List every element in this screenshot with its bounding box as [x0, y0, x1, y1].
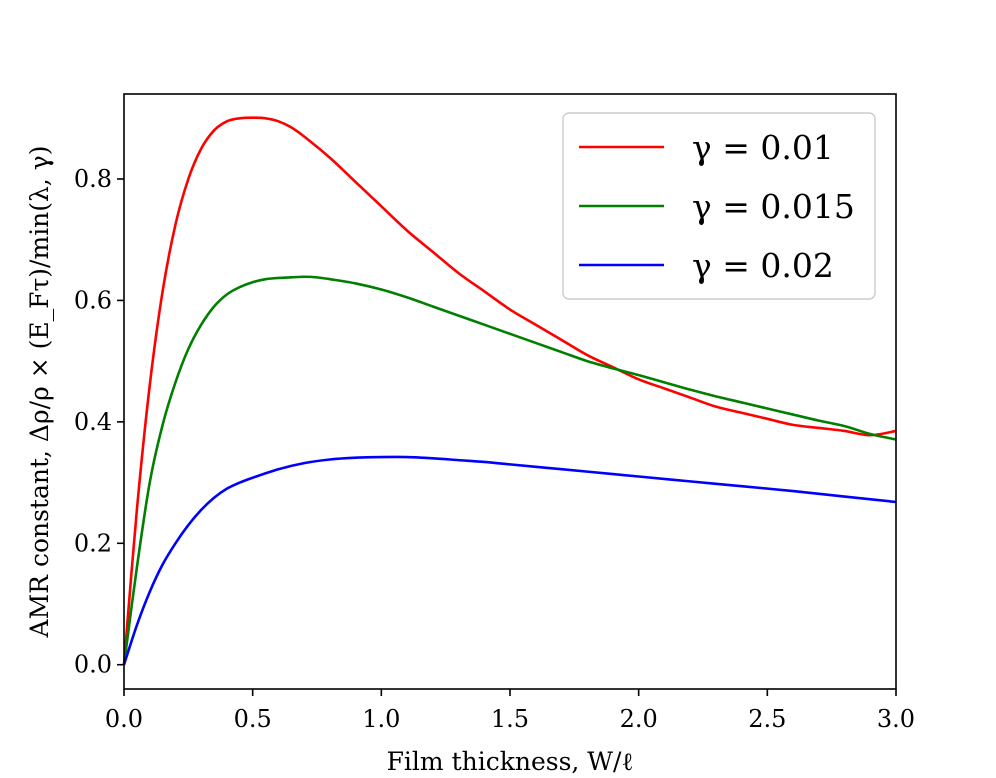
x-tick-label: 0.5 [234, 705, 272, 733]
legend-label: γ = 0.015 [692, 187, 855, 226]
legend: γ = 0.01 γ = 0.015 γ = 0.02 [562, 112, 876, 300]
y-tick-label: 0.2 [74, 529, 112, 557]
y-tick-label: 0.0 [74, 651, 112, 679]
y-axis-title: AMR constant, Δρ/ρ × (E_Fτ)/min(λ, γ) [25, 146, 54, 639]
series-line-1 [122, 275, 897, 665]
y-tick-label: 0.4 [74, 408, 112, 436]
y-tick-label: 0.8 [74, 165, 112, 193]
x-tick-label: 2.5 [748, 705, 786, 733]
x-tick-label: 0.0 [105, 705, 143, 733]
y-tick-label: 0.6 [74, 286, 112, 314]
x-axis: 0.0 0.5 1.0 1.5 2.0 2.5 3.0 [105, 689, 915, 733]
x-tick-label: 1.0 [362, 705, 400, 733]
series-line-2 [122, 455, 897, 666]
legend-box [562, 112, 876, 300]
series-layer [122, 116, 897, 666]
legend-label: γ = 0.01 [692, 128, 834, 167]
x-axis-title: Film thickness, W/ℓ [387, 747, 634, 776]
y-axis: 0.0 0.2 0.4 0.6 0.8 [74, 165, 124, 679]
x-tick-label: 2.0 [620, 705, 658, 733]
x-tick-label: 3.0 [877, 705, 915, 733]
x-tick-label: 1.5 [491, 705, 529, 733]
series-line-0 [122, 116, 897, 665]
legend-label: γ = 0.02 [692, 246, 834, 285]
